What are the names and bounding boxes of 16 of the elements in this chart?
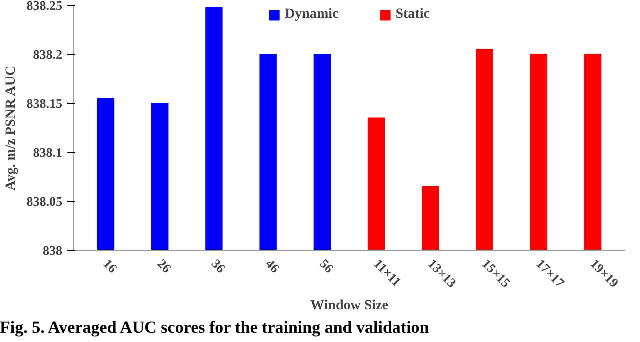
y-tick-label: 838.25: [26, 0, 63, 13]
y-tick-label: 838.05: [26, 194, 63, 209]
y-tick-label: 838.1: [33, 145, 62, 160]
legend-label: Static: [396, 7, 430, 23]
x-tick-label: 16: [100, 256, 121, 276]
x-axis-title: Window Size: [310, 298, 388, 314]
x-tick-label: 56: [317, 256, 338, 276]
y-tick-label: 838.15: [26, 96, 63, 111]
x-tick-label: 46: [263, 256, 284, 276]
y-tick-label: 838.2: [33, 47, 62, 62]
x-tick-label: 36: [208, 256, 230, 276]
legend-label: Dynamic: [285, 7, 339, 23]
y-tick-label: 838: [43, 243, 63, 258]
caption: Fig. 5. Averaged AUC scores for the training and validation: [0, 317, 430, 339]
x-tick-label: 26: [154, 256, 175, 276]
y-axis-title: Avg. m/z PSNR AUC: [4, 66, 19, 191]
